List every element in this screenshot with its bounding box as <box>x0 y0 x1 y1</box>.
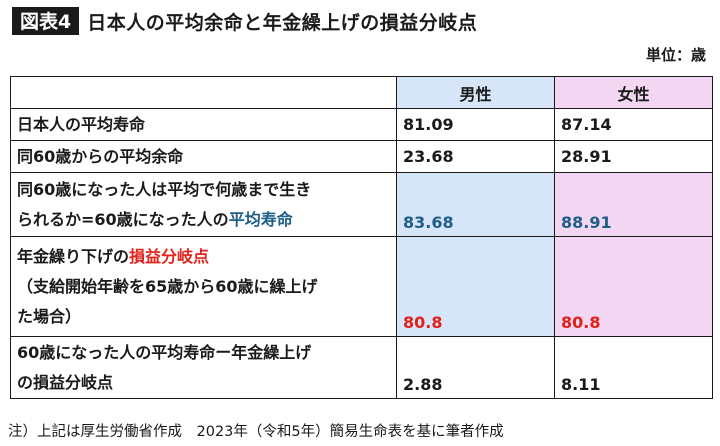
row-label: 日本人の平均寿命 <box>10 108 397 141</box>
male-value: 83.68 <box>396 172 555 237</box>
female-value: 88.91 <box>554 172 713 237</box>
header-blank-cell <box>10 76 397 109</box>
row-label-line: 年金繰り下げの損益分岐点 <box>17 242 390 272</box>
row-label: 同60歳からの平均余命 <box>10 140 397 173</box>
female-value: 80.8 <box>554 236 713 337</box>
row-label-line: 60歳になった人の平均寿命ー年金繰上げ <box>17 342 312 362</box>
row-label: 年金繰り下げの損益分岐点 （支給開始年齢を65歳から60歳に繰上げ た場合） <box>10 236 397 337</box>
male-value: 80.8 <box>396 236 555 337</box>
row-label: 60歳になった人の平均寿命ー年金繰上げ の損益分岐点 <box>10 336 397 399</box>
female-value: 8.11 <box>554 336 713 399</box>
column-header-male: 男性 <box>396 76 555 109</box>
table-row: 日本人の平均寿命 81.09 87.14 <box>10 108 713 141</box>
table-row: 年金繰り下げの損益分岐点 （支給開始年齢を65歳から60歳に繰上げ た場合） 8… <box>10 236 713 337</box>
row-label-highlight: 平均寿命 <box>228 209 293 229</box>
header: 図表4 日本人の平均余命と年金繰上げの損益分岐点 <box>12 6 477 36</box>
female-value: 87.14 <box>554 108 713 141</box>
male-value: 23.68 <box>396 140 555 173</box>
row-label-text: 年金繰り下げの <box>17 246 130 266</box>
table-row: 同60歳からの平均余命 23.68 28.91 <box>10 140 713 173</box>
male-value: 81.09 <box>396 108 555 141</box>
female-value: 28.91 <box>554 140 713 173</box>
row-label-line: 同60歳になった人は平均で何歳まで生き <box>17 179 312 199</box>
row-label-line: た場合） <box>17 306 82 326</box>
row-label: 同60歳になった人は平均で何歳まで生き られるか=60歳になった人の平均寿命 <box>10 172 397 237</box>
column-header-female: 女性 <box>554 76 713 109</box>
unit-label: 単位：歳 <box>645 46 706 64</box>
male-value: 2.88 <box>396 336 555 399</box>
row-label-line: の損益分岐点 <box>17 372 114 392</box>
row-label-line: られるか=60歳になった人の平均寿命 <box>17 205 390 235</box>
figure-label: 図表4 <box>12 7 80 35</box>
page-title: 日本人の平均余命と年金繰上げの損益分岐点 <box>87 11 478 34</box>
table-row: 60歳になった人の平均寿命ー年金繰上げ の損益分岐点 2.88 8.11 <box>10 336 713 399</box>
footnote: 注）上記は厚生労働省作成 2023年（令和5年）簡易生命表を基に筆者作成 <box>8 424 504 440</box>
row-label-line: （支給開始年齢を65歳から60歳に繰上げ <box>17 276 318 296</box>
row-label-text: られるか=60歳になった人の <box>17 209 229 229</box>
table-header-row: 男性 女性 <box>10 76 713 109</box>
row-label-highlight: 損益分岐点 <box>129 246 210 266</box>
data-table: 男性 女性 日本人の平均寿命 81.09 87.14 同60歳からの平均余命 2… <box>10 76 713 399</box>
table-row: 同60歳になった人は平均で何歳まで生き られるか=60歳になった人の平均寿命 8… <box>10 172 713 237</box>
